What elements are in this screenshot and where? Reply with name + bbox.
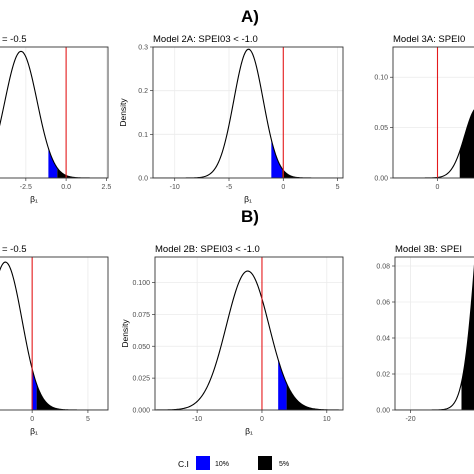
panel-background — [0, 257, 108, 410]
y-tick-label-0: 0.000 — [132, 408, 150, 415]
panel-4: -10 0 10 0.000 0.025 0.050 0.075 0.100 Model 2B:… — [120, 244, 344, 436]
panel-plot-area — [153, 47, 343, 178]
panel-title: = -0.5 — [2, 244, 27, 255]
y-tick-label-4: 0.100 — [132, 280, 150, 287]
panel-plot-area — [395, 257, 474, 410]
x-axis-label: β₁ — [30, 194, 38, 204]
x-axis-label: β₁ — [244, 194, 252, 204]
y-axis-label: Density — [120, 319, 130, 348]
y-tick-label-1: 0.05 — [374, 125, 388, 132]
panel-1: -10 -5 0 5 0.0 0.1 0.2 0.3 Model 2A: SPEI03 < -1… — [118, 34, 344, 204]
x-tick-label-3: 5 — [336, 184, 340, 191]
x-tick-label-0: -10 — [170, 184, 180, 191]
y-tick-label-3: 0.06 — [376, 300, 390, 307]
x-tick-label-0: 0 — [30, 416, 34, 423]
legend-title: C.I — [178, 459, 189, 469]
panel-plot-area — [0, 257, 108, 410]
panels-layer: -2.5 0.0 2.5 = -0.5 β₁ -10 -5 0 5 0.0 0.1 0.2 0.3 Mod… — [0, 34, 474, 436]
legend: C.I 10% 5% — [178, 456, 289, 470]
panel-border — [152, 46, 344, 179]
section-label-b: B) — [241, 207, 259, 226]
panel-0: -2.5 0.0 2.5 = -0.5 β₁ — [0, 34, 111, 204]
x-axis-label: β₁ — [30, 426, 38, 436]
y-tick-label-3: 0.3 — [138, 45, 148, 52]
ci-5-area — [459, 110, 474, 178]
panel-title: Model 3A: SPEI0 — [393, 34, 465, 45]
ci-5-area — [57, 167, 108, 178]
y-tick-label-2: 0.10 — [374, 75, 388, 82]
panel-border — [394, 256, 474, 411]
panel-border — [154, 256, 344, 411]
panel-plot-area — [393, 47, 474, 178]
x-tick-label-0: -10 — [192, 416, 202, 423]
ci-10-area — [278, 359, 287, 410]
panel-plot-area — [0, 47, 108, 178]
y-tick-label-4: 0.08 — [376, 264, 390, 271]
y-tick-label-2: 0.04 — [376, 336, 390, 343]
panel-background — [0, 47, 108, 178]
x-tick-label-2: 2.5 — [102, 184, 112, 191]
ci-5-area — [461, 271, 474, 410]
legend-swatch-10 — [196, 456, 210, 470]
panel-plot-area — [155, 257, 343, 410]
panel-border — [0, 46, 109, 179]
panel-background — [153, 47, 343, 178]
y-tick-label-1: 0.02 — [376, 372, 390, 379]
x-tick-label-1: 5 — [86, 416, 90, 423]
ci-10-area — [31, 366, 37, 410]
x-tick-label-1: -5 — [226, 184, 232, 191]
panel-title: Model 2B: SPEI03 < -1.0 — [155, 244, 260, 255]
y-tick-label-3: 0.075 — [132, 312, 150, 319]
panel-5: -20 0.00 0.02 0.04 0.06 0.08 Model 3B: SPEI — [376, 244, 474, 423]
x-tick-label-0: 0 — [436, 184, 440, 191]
x-tick-label-2: 0 — [281, 184, 285, 191]
y-tick-label-2: 0.2 — [138, 88, 148, 95]
x-tick-label-1: 0 — [260, 416, 264, 423]
section-label-a: A) — [241, 7, 259, 26]
panel-title: Model 2A: SPEI03 < -1.0 — [153, 34, 258, 45]
x-tick-label-2: 10 — [323, 416, 331, 423]
panel-title: Model 3B: SPEI — [395, 244, 462, 255]
ci-5-area — [282, 168, 343, 178]
panel-3: 0 5 = -0.5 β₁ — [0, 244, 109, 436]
y-axis-label: Density — [118, 98, 128, 127]
y-tick-label-0: 0.0 — [138, 176, 148, 183]
legend-label-5: 5% — [279, 461, 289, 468]
panel-2: 0 0.00 0.05 0.10 Model 3A: SPEI0 — [374, 34, 474, 191]
y-tick-label-1: 0.1 — [138, 132, 148, 139]
x-tick-label-0: -20 — [405, 416, 415, 423]
y-tick-label-0: 0.00 — [376, 408, 390, 415]
x-tick-label-0: -2.5 — [20, 184, 32, 191]
ci-5-area — [286, 383, 343, 410]
density-curve — [155, 270, 343, 410]
panel-border — [0, 256, 109, 411]
y-tick-label-0: 0.00 — [374, 176, 388, 183]
x-tick-label-1: 0.0 — [61, 184, 71, 191]
ci-5-area — [36, 384, 108, 410]
y-tick-label-2: 0.050 — [132, 344, 150, 351]
density-curve — [0, 261, 108, 410]
legend-label-10: 10% — [215, 461, 229, 468]
x-axis-label: β₁ — [245, 426, 253, 436]
panel-title: = -0.5 — [2, 34, 27, 45]
legend-swatch-5 — [258, 456, 272, 470]
y-tick-label-1: 0.025 — [132, 376, 150, 383]
panel-background — [155, 257, 343, 410]
